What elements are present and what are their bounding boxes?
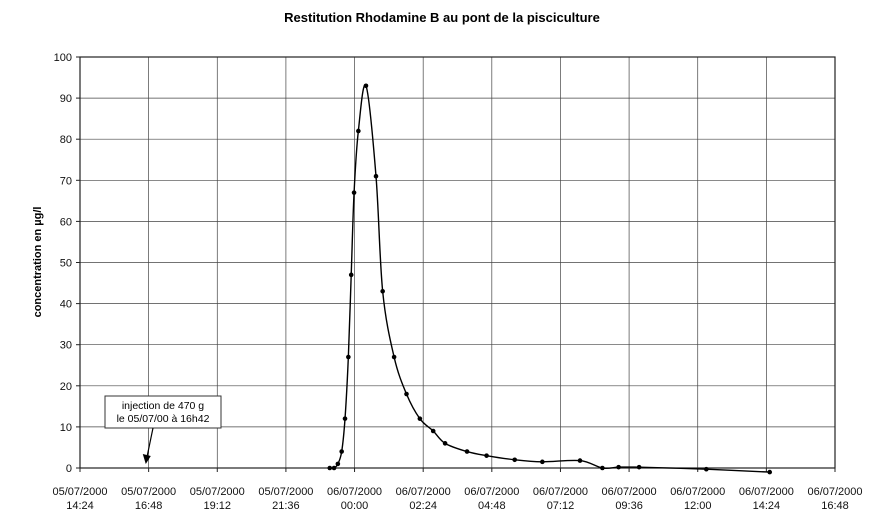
y-tick-label: 50 — [60, 258, 72, 270]
x-tick-label: 12:00 — [684, 500, 712, 512]
x-tick-label: 05/07/2000 — [258, 486, 313, 498]
data-point — [417, 416, 423, 421]
injection-annotation: injection de 470 gle 05/07/00 à 16h42 — [104, 395, 222, 464]
y-tick-label: 90 — [60, 93, 72, 105]
data-point — [442, 441, 448, 446]
y-tick-label: 60 — [60, 216, 72, 228]
x-tick-label: 21:36 — [272, 500, 300, 512]
x-tick-label: 05/07/2000 — [190, 486, 245, 498]
data-point — [346, 354, 351, 360]
data-point — [430, 428, 436, 434]
x-tick-label: 06/07/2000 — [807, 486, 862, 498]
x-tick-label: 09:36 — [615, 500, 643, 512]
x-tick-label: 06/07/2000 — [464, 486, 519, 498]
x-tick-label: 07:12 — [547, 500, 575, 512]
chart-title: Restitution Rhodamine B au pont de la pi… — [284, 10, 600, 25]
y-tick-label: 100 — [54, 52, 72, 64]
data-point — [540, 459, 545, 465]
x-tick-label: 06/07/2000 — [602, 486, 657, 498]
data-point — [351, 190, 357, 195]
data-point — [373, 173, 379, 179]
data-point — [356, 128, 361, 134]
x-tick-label: 04:48 — [478, 500, 506, 512]
series-line — [329, 84, 770, 473]
data-point — [704, 466, 709, 472]
data-point — [363, 83, 369, 89]
x-tick-label: 00:00 — [341, 500, 369, 512]
y-tick-label: 40 — [60, 299, 72, 311]
y-axis: 0 10 20 30 40 50 60 70 80 90 100 — [54, 52, 80, 475]
x-tick-label: 16:48 — [821, 500, 849, 512]
y-tick-label: 80 — [60, 134, 72, 146]
data-point — [577, 458, 583, 463]
data-point — [512, 457, 517, 463]
data-point — [380, 288, 385, 294]
data-point — [335, 461, 341, 467]
y-tick-label: 0 — [66, 463, 72, 475]
annotation-box — [104, 395, 222, 429]
x-axis: 05/07/2000 14:24 05/07/2000 16:48 05/07/2000… — [52, 468, 863, 512]
data-point — [391, 354, 397, 360]
y-tick-label: 20 — [60, 381, 72, 393]
x-tick-label: 06/07/2000 — [533, 486, 588, 498]
data-point — [342, 416, 348, 421]
y-tick-label: 10 — [60, 422, 72, 434]
x-tick-label: 16:48 — [135, 500, 163, 512]
data-point — [767, 469, 773, 475]
data-point — [636, 464, 642, 470]
data-point — [348, 272, 354, 278]
x-tick-label: 14:24 — [66, 500, 94, 512]
data-point — [331, 465, 337, 471]
x-tick-label: 06/07/2000 — [670, 486, 725, 498]
x-tick-label: 06/07/2000 — [327, 486, 382, 498]
x-tick-label: 02:24 — [409, 500, 437, 512]
x-tick-label: 05/07/2000 — [121, 486, 176, 498]
annotation-arrow — [146, 427, 154, 459]
x-tick-label: 19:12 — [204, 500, 232, 512]
data-point — [616, 464, 621, 470]
annotation-arrowhead — [142, 454, 151, 464]
x-tick-label: 14:24 — [753, 500, 781, 512]
data-point — [339, 449, 344, 454]
data-point — [484, 453, 489, 458]
x-tick-label: 06/07/2000 — [396, 486, 451, 498]
x-tick-label: 06/07/2000 — [739, 486, 794, 498]
annotation-text: le 05/07/00 à 16h42 — [117, 413, 210, 425]
annotation-text: injection de 470 g — [122, 400, 204, 412]
data-point — [600, 465, 605, 471]
data-point — [327, 465, 333, 471]
x-tick-label: 05/07/2000 — [52, 486, 107, 498]
y-tick-label: 30 — [60, 340, 72, 352]
y-axis-label: concentration en µg/l — [32, 207, 44, 318]
data-point — [464, 449, 470, 454]
series-points — [327, 83, 773, 475]
y-tick-label: 70 — [60, 175, 72, 187]
data-point — [404, 391, 409, 397]
